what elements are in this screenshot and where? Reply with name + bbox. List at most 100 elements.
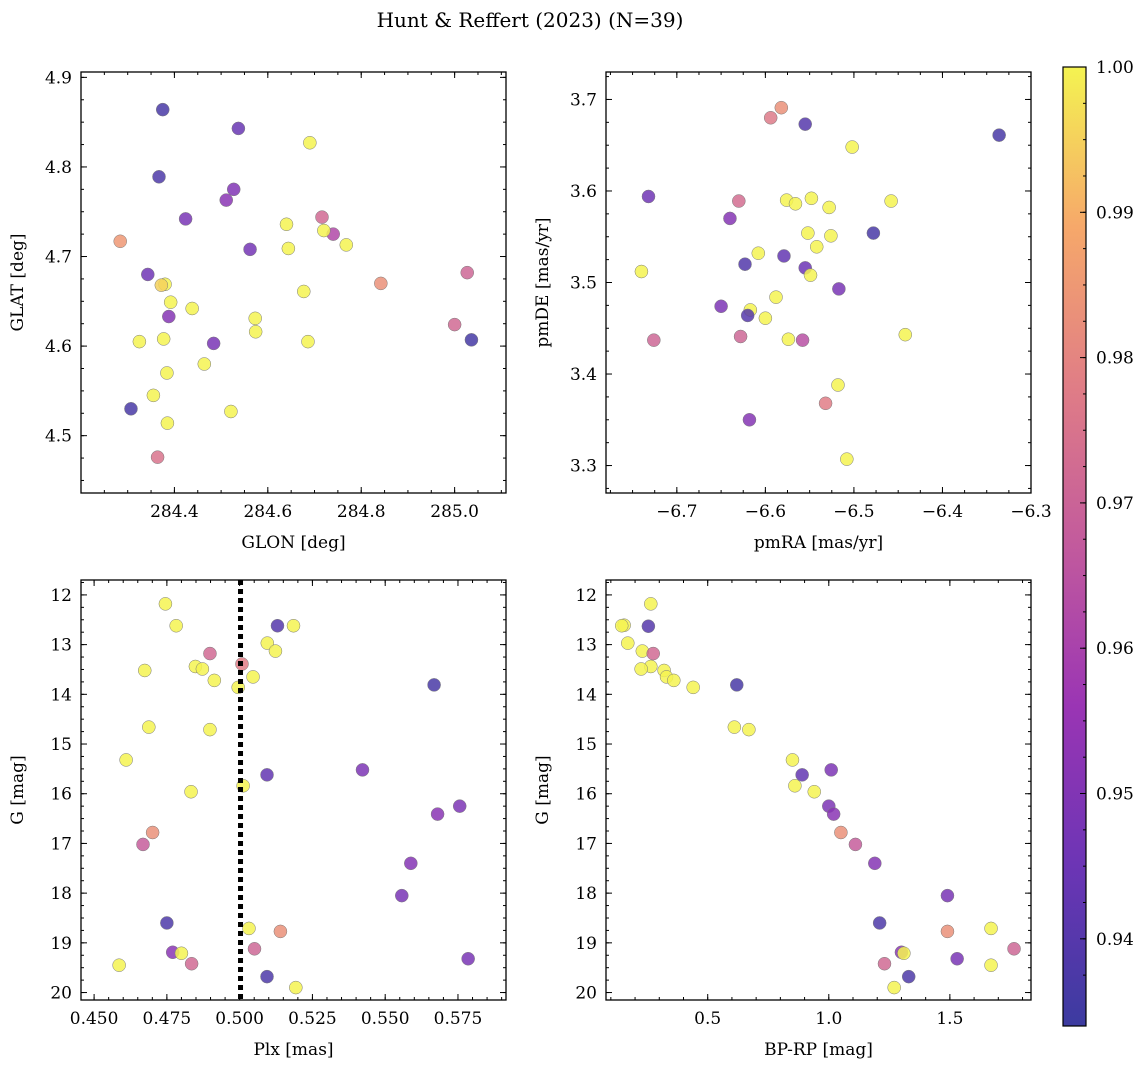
data-point: [730, 678, 744, 692]
data-point: [809, 240, 824, 254]
data-point: [460, 265, 474, 280]
y-axis-label: G [mag]: [8, 755, 28, 824]
x-tick-label: 0.500: [215, 1009, 264, 1029]
data-point: [940, 888, 955, 903]
data-point: [150, 450, 165, 464]
y-tick-label: 13: [50, 636, 72, 656]
data-point: [279, 217, 294, 232]
data-point: [751, 246, 766, 260]
colorbar-tick-label: 0.99: [1096, 203, 1134, 223]
data-point: [303, 136, 317, 150]
data-point: [355, 763, 370, 777]
data-point: [174, 946, 189, 961]
data-point: [840, 452, 854, 466]
y-tick-label: 4.5: [45, 427, 72, 447]
x-tick-label: −6.7: [656, 502, 697, 522]
data-point: [297, 284, 311, 299]
data-point: [950, 951, 964, 966]
scatter-points: [614, 597, 1021, 995]
data-point: [641, 189, 656, 204]
data-point: [940, 924, 955, 939]
x-tick-label: −6.3: [1010, 502, 1051, 522]
x-axis-label: GLON [deg]: [241, 533, 345, 553]
data-point: [758, 311, 773, 325]
colorbar-tick-label: 0.94: [1096, 930, 1134, 950]
data-point: [641, 619, 656, 633]
data-point: [113, 234, 127, 249]
data-point: [268, 644, 283, 658]
y-tick-label: 20: [575, 984, 597, 1004]
data-point: [714, 299, 728, 314]
data-point: [142, 720, 156, 734]
data-point: [224, 404, 238, 419]
colorbar-tick-label: 1.00: [1096, 58, 1134, 78]
data-point: [464, 333, 479, 347]
data-point: [818, 396, 833, 411]
data-point: [195, 662, 210, 676]
data-point: [901, 969, 916, 984]
data-point: [868, 856, 882, 871]
y-tick-label: 4.6: [45, 337, 72, 357]
data-point: [248, 311, 262, 326]
data-point: [160, 916, 174, 930]
data-point: [646, 646, 660, 661]
x-axis-label: BP-RP [mag]: [764, 1040, 873, 1060]
data-point: [162, 309, 176, 324]
data-point: [169, 618, 183, 633]
x-tick-label: −6.5: [833, 502, 874, 522]
y-tick-label: 14: [50, 685, 72, 705]
data-point: [452, 799, 467, 813]
data-point: [155, 102, 170, 117]
y-tick-label: 4.8: [45, 158, 72, 178]
data-point: [742, 413, 757, 427]
data-point: [339, 238, 354, 252]
data-point: [1007, 942, 1021, 956]
y-tick-label: 14: [575, 685, 597, 705]
axes-frame: [80, 71, 507, 494]
data-point: [667, 673, 681, 688]
data-point: [160, 416, 175, 430]
data-point: [132, 334, 147, 349]
data-point: [832, 282, 846, 296]
y-tick-label: 3.3: [570, 457, 597, 477]
data-point: [872, 916, 887, 930]
y-tick-label: 16: [575, 785, 597, 805]
data-point: [152, 170, 166, 184]
data-point: [315, 210, 329, 224]
data-point: [634, 264, 649, 279]
data-point: [206, 336, 221, 351]
axes-frame: [80, 579, 507, 1001]
data-point: [219, 193, 233, 207]
y-tick-label: 12: [50, 586, 72, 606]
data-point: [248, 325, 263, 339]
data-point: [374, 276, 388, 291]
x-tick-label: 0.575: [434, 1009, 483, 1029]
data-point: [686, 680, 700, 695]
data-point: [774, 100, 789, 115]
data-point: [395, 888, 409, 903]
data-point: [822, 200, 836, 215]
panel-bprp-g: 0.5 1.0 1.5 12 13 14 15 16 17 18 19 20 BP-RP [mag] G …: [533, 579, 1032, 1060]
x-tick-label: 285.0: [430, 502, 479, 522]
colorbar-gradient: [1062, 66, 1087, 1027]
data-point: [824, 229, 838, 243]
panel-plx-g: 0.450 0.475 0.500 0.525 0.550 0.575 12 13 14 15 16…: [8, 579, 507, 1060]
data-point: [897, 946, 911, 961]
x-tick-label: 0.525: [288, 1009, 337, 1029]
data-point: [112, 958, 126, 972]
y-tick-label: 17: [50, 834, 72, 854]
data-point: [824, 763, 838, 777]
colorbar-tick-label: 0.98: [1096, 349, 1134, 369]
colorbar: 0.94 0.95 0.96 0.97 0.98 0.99 1.00: [1062, 58, 1134, 1027]
x-axis-label: Plx [mas]: [253, 1040, 333, 1060]
y-tick-label: 4.9: [45, 68, 72, 88]
data-point: [723, 211, 737, 226]
data-point: [145, 825, 160, 840]
data-point: [184, 784, 198, 799]
data-point: [798, 117, 812, 131]
y-tick-label: 16: [50, 785, 72, 805]
x-tick-label: −6.6: [745, 502, 786, 522]
data-point: [740, 308, 755, 323]
data-point: [644, 597, 658, 611]
data-point: [203, 646, 217, 661]
